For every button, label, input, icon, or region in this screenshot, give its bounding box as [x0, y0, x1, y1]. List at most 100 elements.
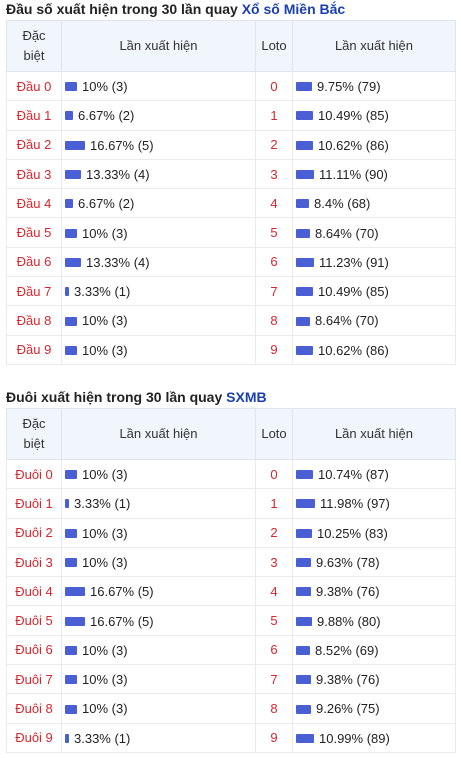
db-frequency-cell: 10% (3)	[61, 664, 256, 695]
loto-frequency-text: 9.75% (79)	[317, 79, 381, 95]
duoi-table: Đặc biệt Lần xuất hiện Loto Lần xuất hiện…	[6, 408, 456, 753]
loto-frequency-bar	[296, 675, 311, 685]
loto-frequency-text: 10.49% (85)	[318, 108, 389, 124]
loto-frequency-cell: 9.38% (76)	[292, 576, 456, 607]
loto-frequency-bar	[296, 228, 310, 238]
loto-frequency-bar	[296, 587, 311, 597]
loto-frequency-cell: 8.64% (70)	[292, 305, 456, 336]
header-lan-xuat-hien-loto: Lần xuất hiện	[292, 408, 456, 460]
row-label: Đuôi 0	[6, 458, 62, 490]
db-frequency-text: 10% (3)	[82, 342, 128, 358]
loto-frequency-bar	[296, 704, 311, 714]
loto-digit: 7	[255, 276, 293, 307]
db-frequency-cell: 10% (3)	[61, 458, 256, 490]
db-frequency-bar	[65, 170, 81, 180]
table-row: Đuôi 4 16.67% (5) 4 9.38% (76)	[6, 576, 456, 607]
db-frequency-text: 16.67% (5)	[90, 613, 154, 629]
db-frequency-text: 10% (3)	[82, 225, 128, 241]
loto-frequency-text: 9.38% (76)	[316, 584, 380, 600]
loto-digit: 2	[255, 517, 293, 548]
loto-frequency-bar	[296, 528, 312, 538]
loto-frequency-text: 10.74% (87)	[318, 467, 389, 483]
dau-title: Đầu số xuất hiện trong 30 lần quay Xổ số…	[0, 0, 461, 20]
loto-digit: 1	[255, 488, 293, 519]
db-frequency-cell: 10% (3)	[61, 517, 256, 548]
loto-frequency-text: 8.64% (70)	[315, 313, 379, 329]
row-label: Đầu 4	[6, 188, 62, 219]
db-frequency-cell: 3.33% (1)	[61, 488, 256, 519]
db-frequency-text: 10% (3)	[82, 642, 128, 658]
db-frequency-text: 10% (3)	[82, 313, 128, 329]
db-frequency-cell: 16.67% (5)	[61, 129, 256, 160]
loto-frequency-cell: 9.88% (80)	[292, 605, 456, 636]
duoi-table-body: Đuôi 0 10% (3) 0 10.74% (87) Đuôi 1 3.33% (1)…	[6, 458, 456, 753]
db-frequency-cell: 10% (3)	[61, 546, 256, 578]
db-frequency-bar	[65, 140, 85, 150]
loto-digit: 0	[255, 70, 293, 102]
db-frequency-bar	[65, 587, 85, 597]
table-row: Đuôi 7 10% (3) 7 9.38% (76)	[6, 664, 456, 695]
db-frequency-bar	[65, 470, 77, 480]
db-frequency-bar	[65, 82, 77, 92]
dau-table: Đặc biệt Lần xuất hiện Loto Lần xuất hiện…	[6, 20, 456, 365]
db-frequency-bar	[65, 316, 77, 326]
row-label: Đuôi 7	[6, 664, 62, 695]
dau-title-link[interactable]: Xổ số Miền Bắc	[241, 1, 346, 17]
duoi-title-link[interactable]: SXMB	[226, 389, 267, 405]
row-label: Đầu 7	[6, 276, 62, 307]
dau-section: Đầu số xuất hiện trong 30 lần quay Xổ số…	[0, 0, 461, 365]
header-loto: Loto	[255, 20, 293, 72]
db-frequency-cell: 10% (3)	[61, 70, 256, 102]
table-row: Đầu 9 10% (3) 9 10.62% (86)	[6, 334, 456, 365]
db-frequency-cell: 10% (3)	[61, 217, 256, 248]
loto-frequency-text: 10.25% (83)	[317, 525, 388, 541]
loto-digit: 8	[255, 693, 293, 724]
table-row: Đuôi 6 10% (3) 6 8.52% (69)	[6, 634, 456, 666]
row-label: Đuôi 8	[6, 693, 62, 724]
row-label: Đuôi 6	[6, 634, 62, 666]
loto-frequency-cell: 10.74% (87)	[292, 458, 456, 490]
loto-digit: 8	[255, 305, 293, 336]
db-frequency-bar	[65, 228, 77, 238]
db-frequency-cell: 16.67% (5)	[61, 605, 256, 636]
db-frequency-text: 10% (3)	[82, 525, 128, 541]
table-row: Đầu 5 10% (3) 5 8.64% (70)	[6, 217, 456, 248]
table-row: Đầu 7 3.33% (1) 7 10.49% (85)	[6, 276, 456, 307]
loto-frequency-text: 10.99% (89)	[319, 730, 390, 746]
db-frequency-text: 6.67% (2)	[78, 196, 135, 212]
db-frequency-text: 13.33% (4)	[86, 167, 150, 183]
db-frequency-cell: 13.33% (4)	[61, 246, 256, 278]
loto-frequency-cell: 9.75% (79)	[292, 70, 456, 102]
row-label: Đầu 3	[6, 158, 62, 190]
row-label: Đuôi 5	[6, 605, 62, 636]
header-dac-biet: Đặc biệt	[6, 408, 62, 460]
loto-frequency-text: 8.4% (68)	[314, 196, 371, 212]
loto-frequency-cell: 10.99% (89)	[292, 722, 456, 753]
db-frequency-bar	[65, 675, 77, 685]
table-row: Đuôi 3 10% (3) 3 9.63% (78)	[6, 546, 456, 578]
loto-frequency-bar	[296, 345, 313, 355]
row-label: Đuôi 2	[6, 517, 62, 548]
header-loto: Loto	[255, 408, 293, 460]
loto-frequency-bar	[296, 199, 309, 209]
db-frequency-cell: 6.67% (2)	[61, 188, 256, 219]
loto-digit: 9	[255, 722, 293, 753]
db-frequency-bar	[65, 704, 77, 714]
loto-frequency-bar	[296, 287, 313, 297]
db-frequency-text: 3.33% (1)	[74, 284, 131, 300]
loto-digit: 9	[255, 334, 293, 365]
duoi-title: Đuôi xuất hiện trong 30 lần quay SXMB	[0, 388, 461, 408]
row-label: Đuôi 9	[6, 722, 62, 753]
loto-frequency-text: 11.11% (90)	[319, 167, 388, 183]
db-frequency-bar	[65, 558, 77, 568]
row-label: Đầu 2	[6, 129, 62, 160]
db-frequency-bar	[65, 733, 69, 743]
loto-digit: 2	[255, 129, 293, 160]
loto-frequency-text: 10.62% (86)	[318, 137, 389, 153]
loto-frequency-cell: 10.62% (86)	[292, 334, 456, 365]
loto-frequency-bar	[296, 499, 315, 509]
db-frequency-cell: 16.67% (5)	[61, 576, 256, 607]
loto-frequency-bar	[296, 82, 312, 92]
loto-digit: 4	[255, 576, 293, 607]
db-frequency-text: 13.33% (4)	[86, 254, 150, 270]
